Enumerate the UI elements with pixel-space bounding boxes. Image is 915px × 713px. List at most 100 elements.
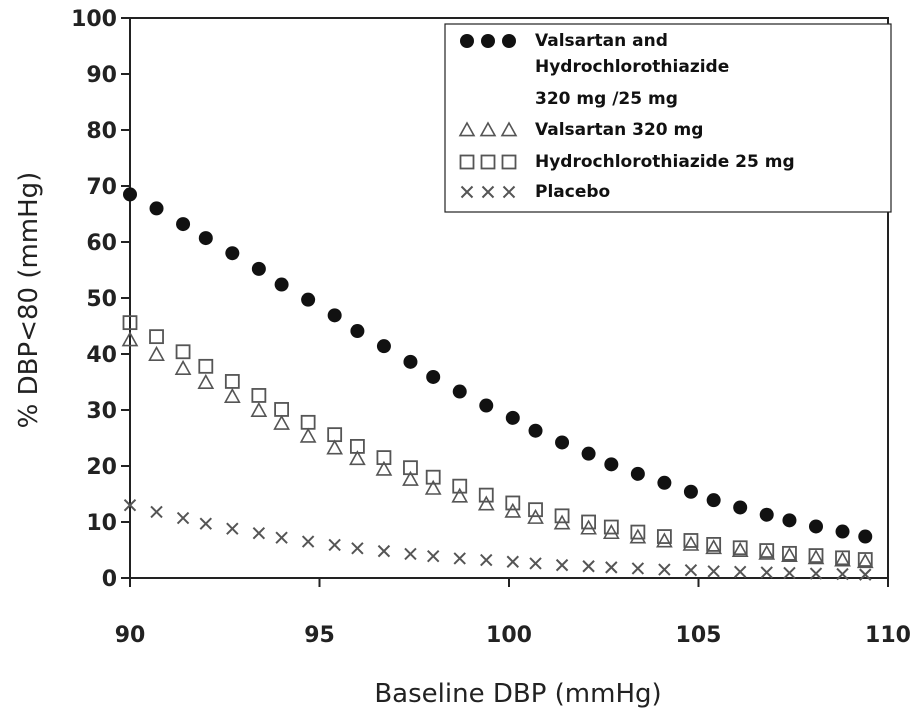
x-tick-label: 105 [676,623,722,648]
data-point [198,358,214,374]
legend-marker [460,185,474,199]
data-point [176,511,190,525]
data-point [528,502,543,518]
data-point [528,423,543,438]
data-point [760,566,773,579]
data-point [706,537,722,552]
data-point [349,438,365,454]
data-point [350,324,365,339]
data-point [581,446,596,461]
data-point [705,539,723,555]
data-point [834,551,851,567]
data-point [733,500,748,515]
data-point [630,524,646,540]
data-point [783,566,796,580]
data-point [403,354,418,369]
data-point [529,557,542,570]
legend-marker [459,154,475,170]
data-point [250,401,268,417]
data-point [604,457,619,472]
data-point [451,487,469,503]
data-point [782,513,797,528]
data-point [602,523,620,540]
legend-label: 320 mg /25 mg [535,89,678,109]
data-point [251,388,267,403]
data-point [199,517,213,530]
data-point [808,519,823,534]
data-point [301,535,315,548]
data-point [603,519,619,535]
legend-label: Placebo [535,182,610,202]
series-open-triangle [121,331,874,569]
legend-marker [501,154,517,170]
data-point [581,514,596,530]
legend-marker [479,121,497,137]
data-point [327,308,342,323]
data-point [782,545,797,561]
data-point [404,547,417,561]
data-point [274,277,289,292]
data-point [657,475,672,490]
data-point [149,329,164,345]
data-point [631,562,645,575]
data-point [682,535,700,551]
legend-box [444,23,892,213]
legend-label: Valsartan and [535,31,668,51]
data-point [351,542,364,555]
data-point [300,414,316,430]
data-point [403,460,418,476]
data-point [683,484,698,499]
data-point [175,344,191,360]
data-point [707,565,720,578]
data-point [376,450,392,466]
data-point [479,398,494,413]
data-point [252,526,266,540]
data-point [856,553,874,569]
data-point [327,427,343,443]
data-point [299,427,317,443]
x-tick-label: 110 [865,623,911,648]
data-point [148,345,165,361]
data-point [506,555,519,568]
data-point [402,470,419,486]
data-point [554,508,570,524]
data-point [122,315,138,331]
legend-marker [480,154,496,170]
axes: 0 10 20 30 40 50 60 70 80 90 100 90 95 100 105 110 [71,7,911,648]
x-tick-label: 100 [486,623,532,648]
data-point [275,531,288,544]
data-point [781,546,798,563]
data-point [706,493,721,508]
data-point [733,565,747,579]
data-point [859,568,872,581]
data-point [629,528,647,544]
data-point [835,524,850,539]
data-point [683,533,699,548]
data-point [301,292,316,307]
data-point [251,261,266,276]
data-point [452,478,468,494]
x-tick-label: 95 [304,623,335,648]
data-point [326,439,344,455]
data-point [480,553,493,567]
data-point [605,561,618,574]
data-point [555,558,569,572]
data-point [630,466,645,481]
data-point [582,560,595,573]
data-point [425,469,441,485]
legend-label: Hydrochlorothiazide [535,57,729,77]
legend-marker [458,121,476,137]
data-point [684,563,698,577]
data-point [197,373,215,389]
legend: Valsartan and Hydrochlorothiazide 320 mg /… [444,23,892,213]
data-point [123,187,137,202]
data-point [149,201,164,216]
data-point [426,549,440,563]
data-point [225,246,240,261]
y-axis-title: % DBP<80 (mmHg) [14,172,44,429]
y-tick-label: 100 [71,7,117,32]
data-point [835,550,850,566]
legend-marker [481,34,495,48]
data-point [858,529,873,544]
